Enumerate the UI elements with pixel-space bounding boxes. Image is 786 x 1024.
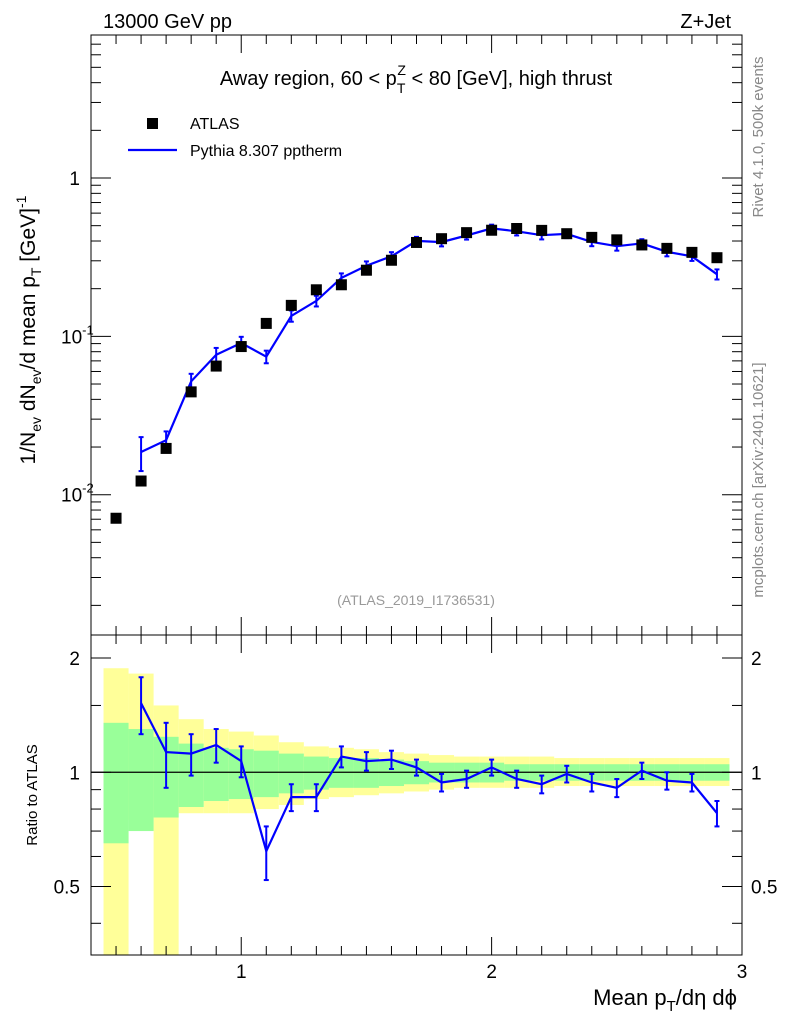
atlas-data-point: [135, 475, 147, 487]
y-tick-label: 10-2: [61, 481, 94, 507]
main-plot-frame: [90, 34, 743, 636]
ratio-plot-marks: [138, 676, 720, 882]
atlas-data-point: [310, 284, 322, 296]
x-axis-label: Mean pT/dη dϕ: [593, 985, 737, 1015]
y-tick-label: 1: [69, 169, 80, 190]
ratio-y-axis-label: Ratio to ATLAS: [24, 744, 41, 845]
atlas-data-point: [210, 360, 222, 372]
x-tick-label: 3: [737, 962, 748, 983]
pythia-line: [140, 227, 718, 453]
atlas-data-point: [285, 299, 297, 311]
atlas-data-point: [461, 227, 473, 239]
y-tick-label: 10-1: [61, 322, 94, 348]
energy-label: 13000 GeV pp: [103, 11, 232, 33]
analysis-id-label: (ATLAS_2019_I1736531): [337, 592, 495, 608]
main-plot-marks: [110, 223, 723, 524]
atlas-data-point: [360, 264, 372, 276]
legend-atlas-label: ATLAS: [190, 116, 240, 133]
atlas-data-point: [235, 341, 247, 353]
mcplots-label: mcplots.cern.ch [arXiv:2401.10621]: [750, 362, 767, 597]
x-tick-label: 1: [236, 962, 247, 983]
atlas-data-point: [561, 228, 573, 240]
plot-title: Away region, 60 < pTZ < 80 [GeV], high t…: [220, 62, 613, 96]
process-label: Z+Jet: [680, 11, 731, 33]
ratio-tick-label-right: 1: [751, 763, 762, 784]
legend-atlas-marker: [147, 118, 158, 129]
main-axis-ticks: 1 2 3 10-2 10-1 1: [61, 34, 748, 983]
atlas-data-point: [436, 233, 448, 245]
atlas-data-point: [711, 252, 723, 264]
rivet-version-label: Rivet 4.1.0, 500k events: [750, 57, 767, 218]
atlas-data-point: [110, 512, 122, 524]
ratio-inner-band-bin: [103, 722, 129, 844]
atlas-data-point: [411, 236, 422, 248]
atlas-data-point: [486, 224, 498, 236]
legend: ATLAS Pythia 8.307 pptherm: [128, 116, 342, 160]
ratio-tick-label-left: 0.5: [54, 878, 80, 899]
atlas-data-point: [661, 242, 673, 254]
atlas-data-point: [335, 279, 347, 291]
ratio-tick-label-right: 0.5: [751, 878, 777, 899]
atlas-data-point: [611, 234, 623, 246]
ratio-pythia-line: [140, 702, 718, 855]
ratio-inner-band-bin: [253, 750, 279, 798]
atlas-data-point: [185, 386, 197, 398]
atlas-data-point: [385, 254, 397, 266]
atlas-data-point: [160, 442, 172, 454]
x-tick-label: 2: [486, 962, 497, 983]
atlas-data-point: [511, 223, 523, 235]
ratio-inner-band-bin: [128, 729, 154, 832]
atlas-data-point: [686, 246, 698, 258]
ratio-uncertainty-bands: [103, 668, 730, 955]
atlas-data-point: [636, 239, 648, 251]
ratio-tick-label-left: 1: [69, 763, 80, 784]
ratio-tick-label-left: 2: [69, 649, 80, 670]
atlas-data-point: [536, 224, 548, 236]
main-y-axis-label: 1/Nev dNev/d mean pT [GeV]-1: [13, 195, 44, 464]
atlas-data-point: [586, 231, 598, 243]
legend-pythia-label: Pythia 8.307 pptherm: [190, 143, 342, 160]
atlas-data-point: [260, 317, 272, 329]
ratio-tick-label-right: 2: [751, 649, 762, 670]
